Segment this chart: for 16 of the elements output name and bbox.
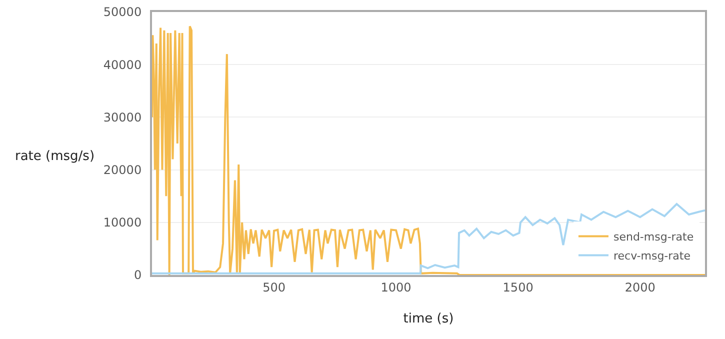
line-series bbox=[152, 25, 705, 275]
y-tick-label: 0 bbox=[134, 268, 142, 282]
x-tick-label: 1500 bbox=[502, 280, 534, 294]
line-series bbox=[152, 202, 705, 274]
x-axis-title: time (s) bbox=[403, 312, 454, 326]
legend-label: recv-msg-rate bbox=[613, 250, 691, 263]
x-tick-label: 2000 bbox=[624, 280, 656, 294]
y-tick-label: 50000 bbox=[103, 5, 142, 20]
y-tick-label: 10000 bbox=[103, 216, 142, 230]
x-tick-label: 1000 bbox=[380, 280, 412, 294]
x-tick-label: 500 bbox=[262, 280, 286, 294]
y-tick-label: 20000 bbox=[103, 163, 142, 177]
y-tick-label: 30000 bbox=[103, 110, 142, 124]
legend-label: send-msg-rate bbox=[613, 230, 694, 244]
y-axis-title: rate (msg/s) bbox=[15, 149, 95, 164]
y-tick-label: 40000 bbox=[103, 58, 142, 72]
